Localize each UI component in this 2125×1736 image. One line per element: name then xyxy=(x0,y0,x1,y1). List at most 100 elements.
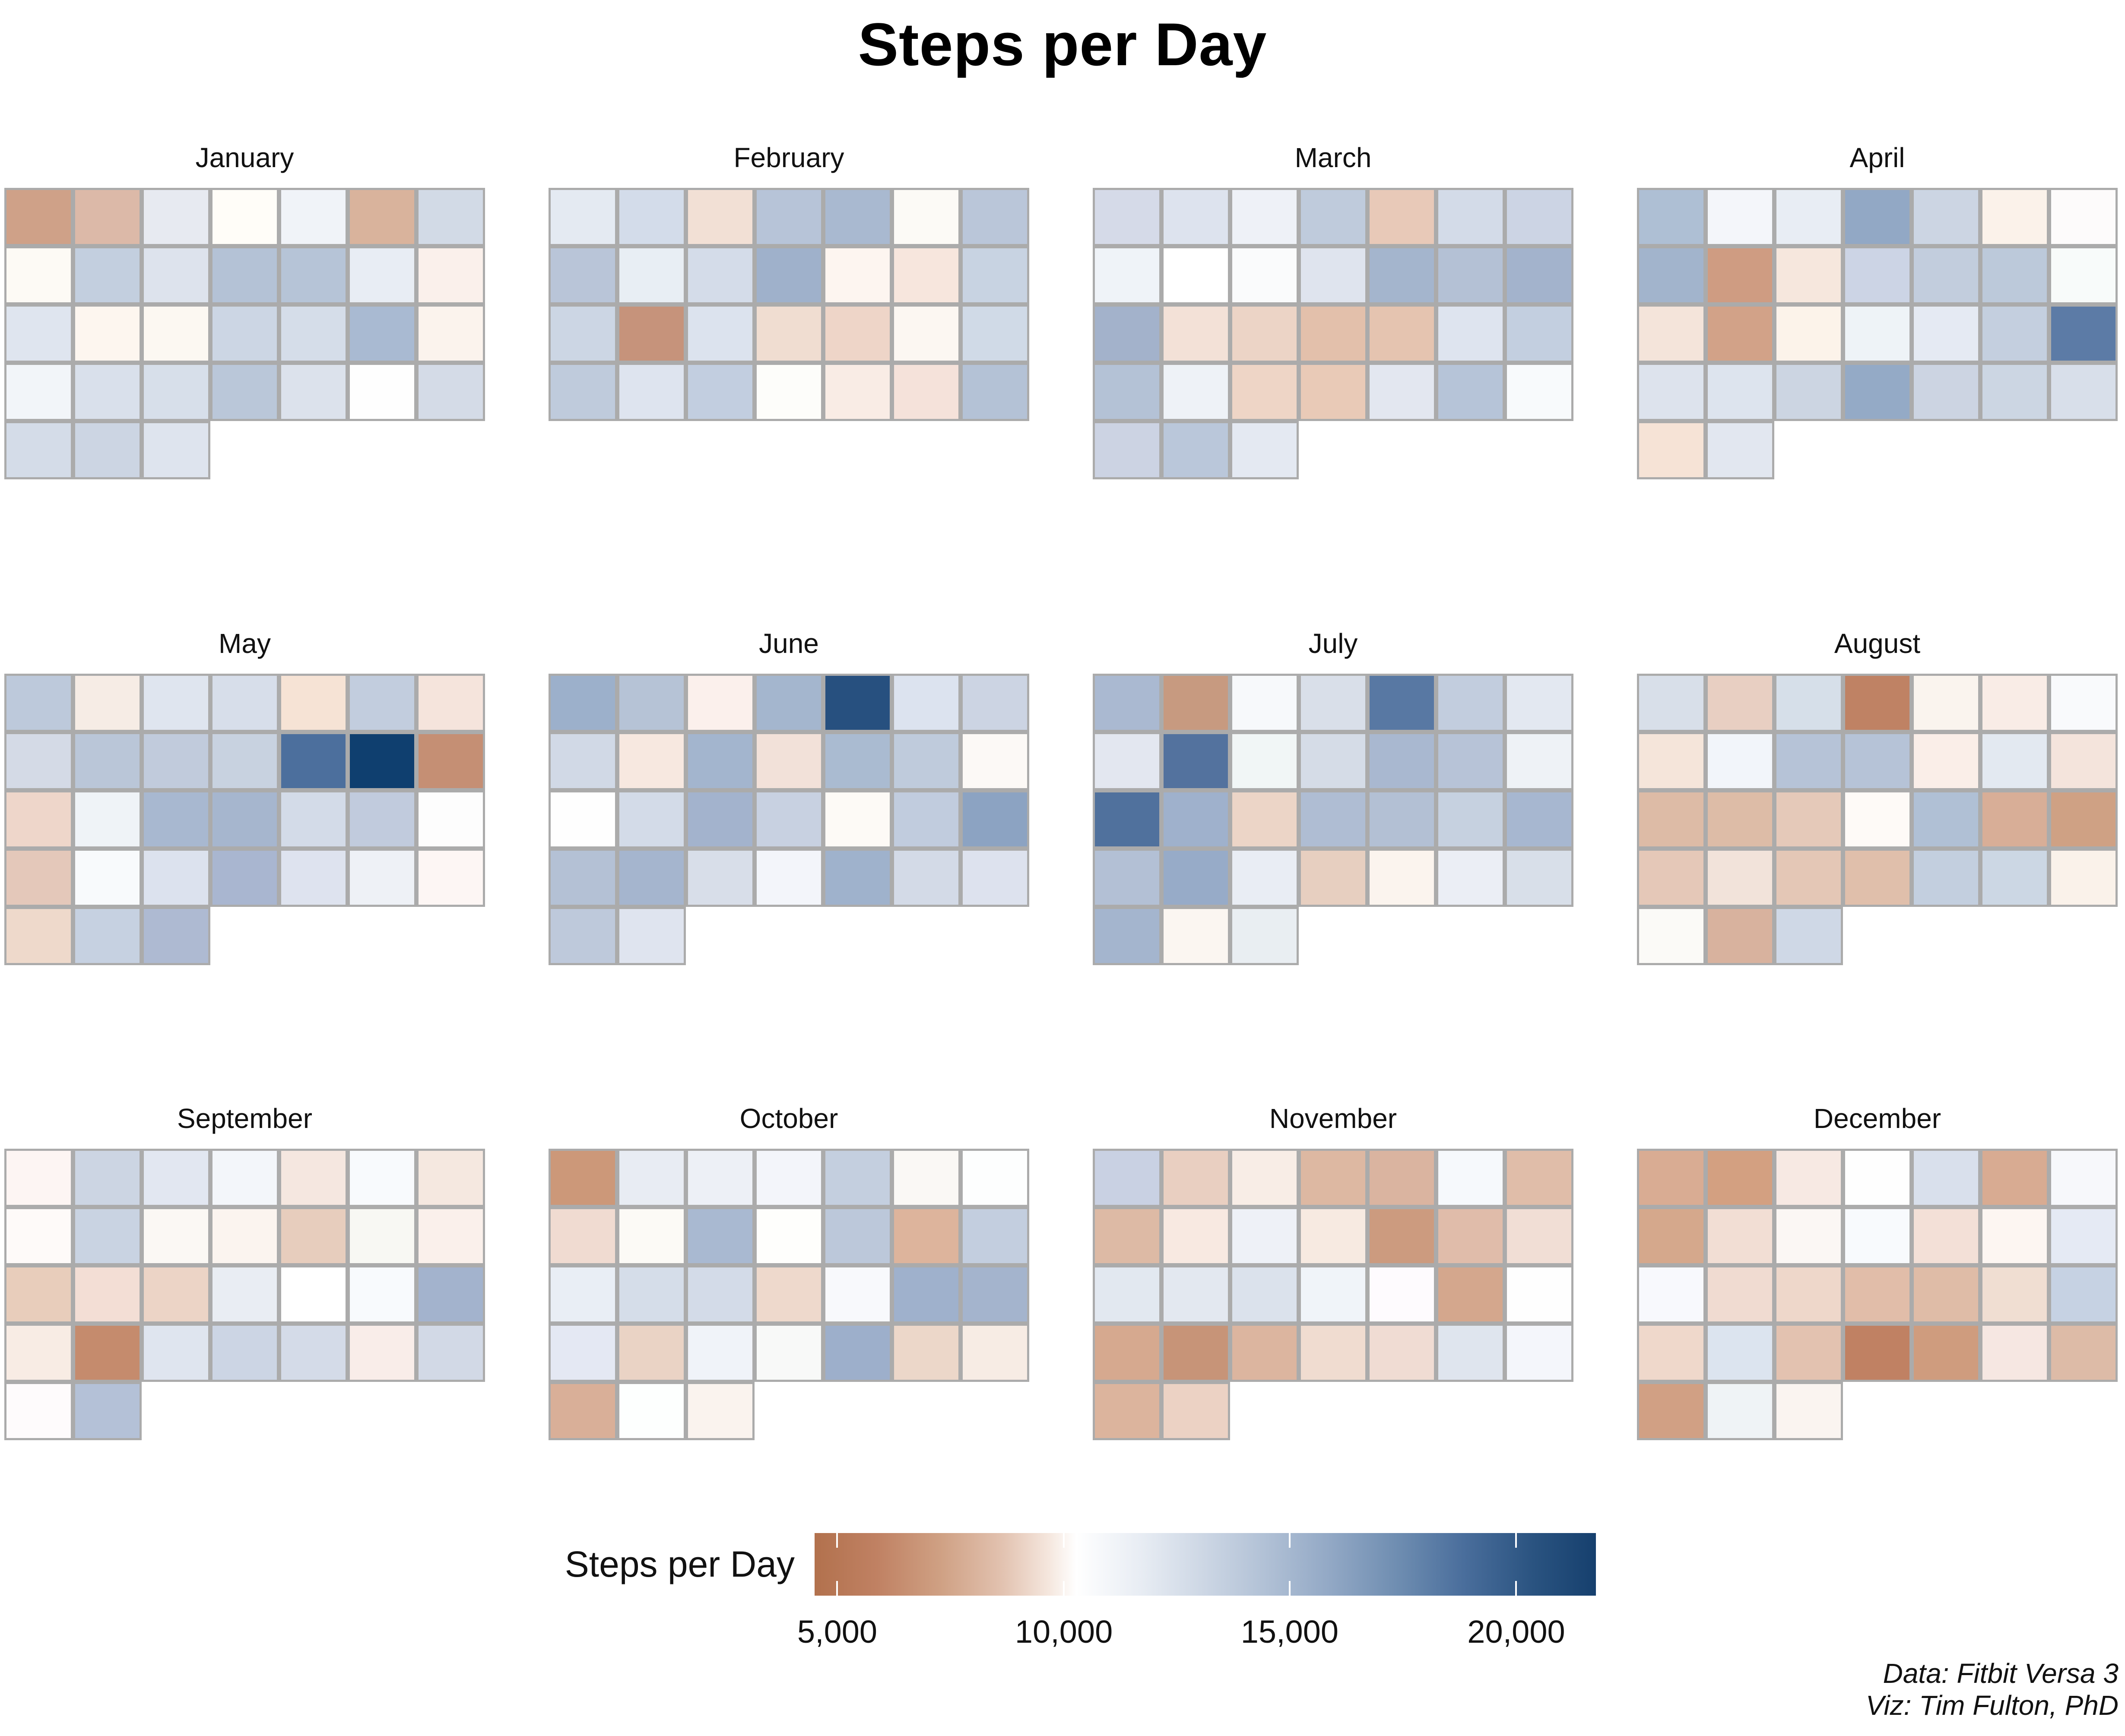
day-cell xyxy=(755,1324,823,1382)
day-cell xyxy=(1093,246,1161,304)
day-cell xyxy=(1230,1207,1299,1265)
day-cell xyxy=(1637,188,1706,246)
day-cell xyxy=(823,363,892,421)
legend-tick-mark xyxy=(836,1581,838,1596)
day-cell xyxy=(1299,674,1367,732)
day-cell xyxy=(2049,363,2118,421)
day-cell xyxy=(617,1324,686,1382)
day-cell xyxy=(2049,188,2118,246)
day-cell xyxy=(1505,1324,1573,1382)
day-cell xyxy=(348,1149,416,1207)
day-cell xyxy=(4,304,73,363)
day-cell xyxy=(142,246,210,304)
day-cell xyxy=(73,790,142,849)
day-cell xyxy=(686,674,755,732)
month-title: August xyxy=(1834,628,1921,659)
day-cell xyxy=(73,246,142,304)
day-cell xyxy=(1774,246,1843,304)
legend-tick-mark xyxy=(1515,1533,1517,1548)
day-cell xyxy=(1912,1149,1980,1207)
day-cell xyxy=(686,304,755,363)
month-panel-november: November xyxy=(1093,1088,1573,1440)
day-cell xyxy=(279,188,348,246)
day-cell xyxy=(4,732,73,790)
day-cell xyxy=(1505,849,1573,907)
day-cell xyxy=(1706,674,1774,732)
day-cell xyxy=(1637,849,1706,907)
day-cell xyxy=(142,1149,210,1207)
day-cell xyxy=(416,1324,485,1382)
day-cell xyxy=(823,1207,892,1265)
day-cell xyxy=(1706,421,1774,479)
day-cell xyxy=(210,304,279,363)
month-grid xyxy=(4,188,485,479)
day-cell xyxy=(4,1324,73,1382)
day-cell xyxy=(279,732,348,790)
day-cell xyxy=(210,188,279,246)
day-cell xyxy=(1093,188,1161,246)
day-cell xyxy=(1774,1382,1843,1440)
day-cell xyxy=(1637,421,1706,479)
day-cell xyxy=(1230,1324,1299,1382)
day-cell xyxy=(1436,1324,1505,1382)
day-cell xyxy=(1774,790,1843,849)
day-cell xyxy=(4,1149,73,1207)
day-cell xyxy=(686,1324,755,1382)
day-cell xyxy=(1637,1265,1706,1324)
day-cell xyxy=(1093,732,1161,790)
legend-tick-mark xyxy=(1063,1581,1065,1596)
day-cell xyxy=(1161,1382,1230,1440)
day-cell xyxy=(1843,790,1912,849)
day-cell xyxy=(1980,790,2049,849)
day-cell xyxy=(686,1207,755,1265)
day-cell xyxy=(73,1382,142,1440)
day-cell xyxy=(279,304,348,363)
day-cell xyxy=(1161,907,1230,965)
day-cell xyxy=(1230,304,1299,363)
day-cell xyxy=(892,304,961,363)
day-cell xyxy=(73,1265,142,1324)
day-cell xyxy=(1161,732,1230,790)
day-cell xyxy=(210,849,279,907)
day-cell xyxy=(686,188,755,246)
day-cell xyxy=(823,1149,892,1207)
day-cell xyxy=(142,674,210,732)
day-cell xyxy=(1706,790,1774,849)
day-cell xyxy=(892,1265,961,1324)
day-cell xyxy=(4,1382,73,1440)
day-cell xyxy=(348,246,416,304)
day-cell xyxy=(1436,304,1505,363)
day-cell xyxy=(1980,246,2049,304)
caption-data-source: Data: Fitbit Versa 3 xyxy=(1883,1658,2119,1689)
month-grid xyxy=(1637,188,2118,479)
legend-tick-mark xyxy=(1288,1581,1291,1596)
day-cell xyxy=(1505,246,1573,304)
day-cell xyxy=(1299,1324,1367,1382)
day-cell xyxy=(73,188,142,246)
day-cell xyxy=(1093,421,1161,479)
day-cell xyxy=(1161,790,1230,849)
day-cell xyxy=(1230,674,1299,732)
day-cell xyxy=(755,188,823,246)
day-cell xyxy=(1367,1149,1436,1207)
day-cell xyxy=(1161,1207,1230,1265)
day-cell xyxy=(1706,363,1774,421)
day-cell xyxy=(823,732,892,790)
day-cell xyxy=(961,674,1029,732)
day-cell xyxy=(961,849,1029,907)
day-cell xyxy=(142,732,210,790)
day-cell xyxy=(1843,732,1912,790)
month-grid xyxy=(549,674,1029,965)
day-cell xyxy=(210,674,279,732)
month-grid xyxy=(1637,1149,2118,1440)
day-cell xyxy=(1436,246,1505,304)
day-cell xyxy=(892,732,961,790)
day-cell xyxy=(142,907,210,965)
day-cell xyxy=(1299,246,1367,304)
day-cell xyxy=(1912,363,1980,421)
day-cell xyxy=(1774,304,1843,363)
day-cell xyxy=(1161,246,1230,304)
day-cell xyxy=(961,790,1029,849)
day-cell xyxy=(1774,1207,1843,1265)
day-cell xyxy=(1299,1207,1367,1265)
